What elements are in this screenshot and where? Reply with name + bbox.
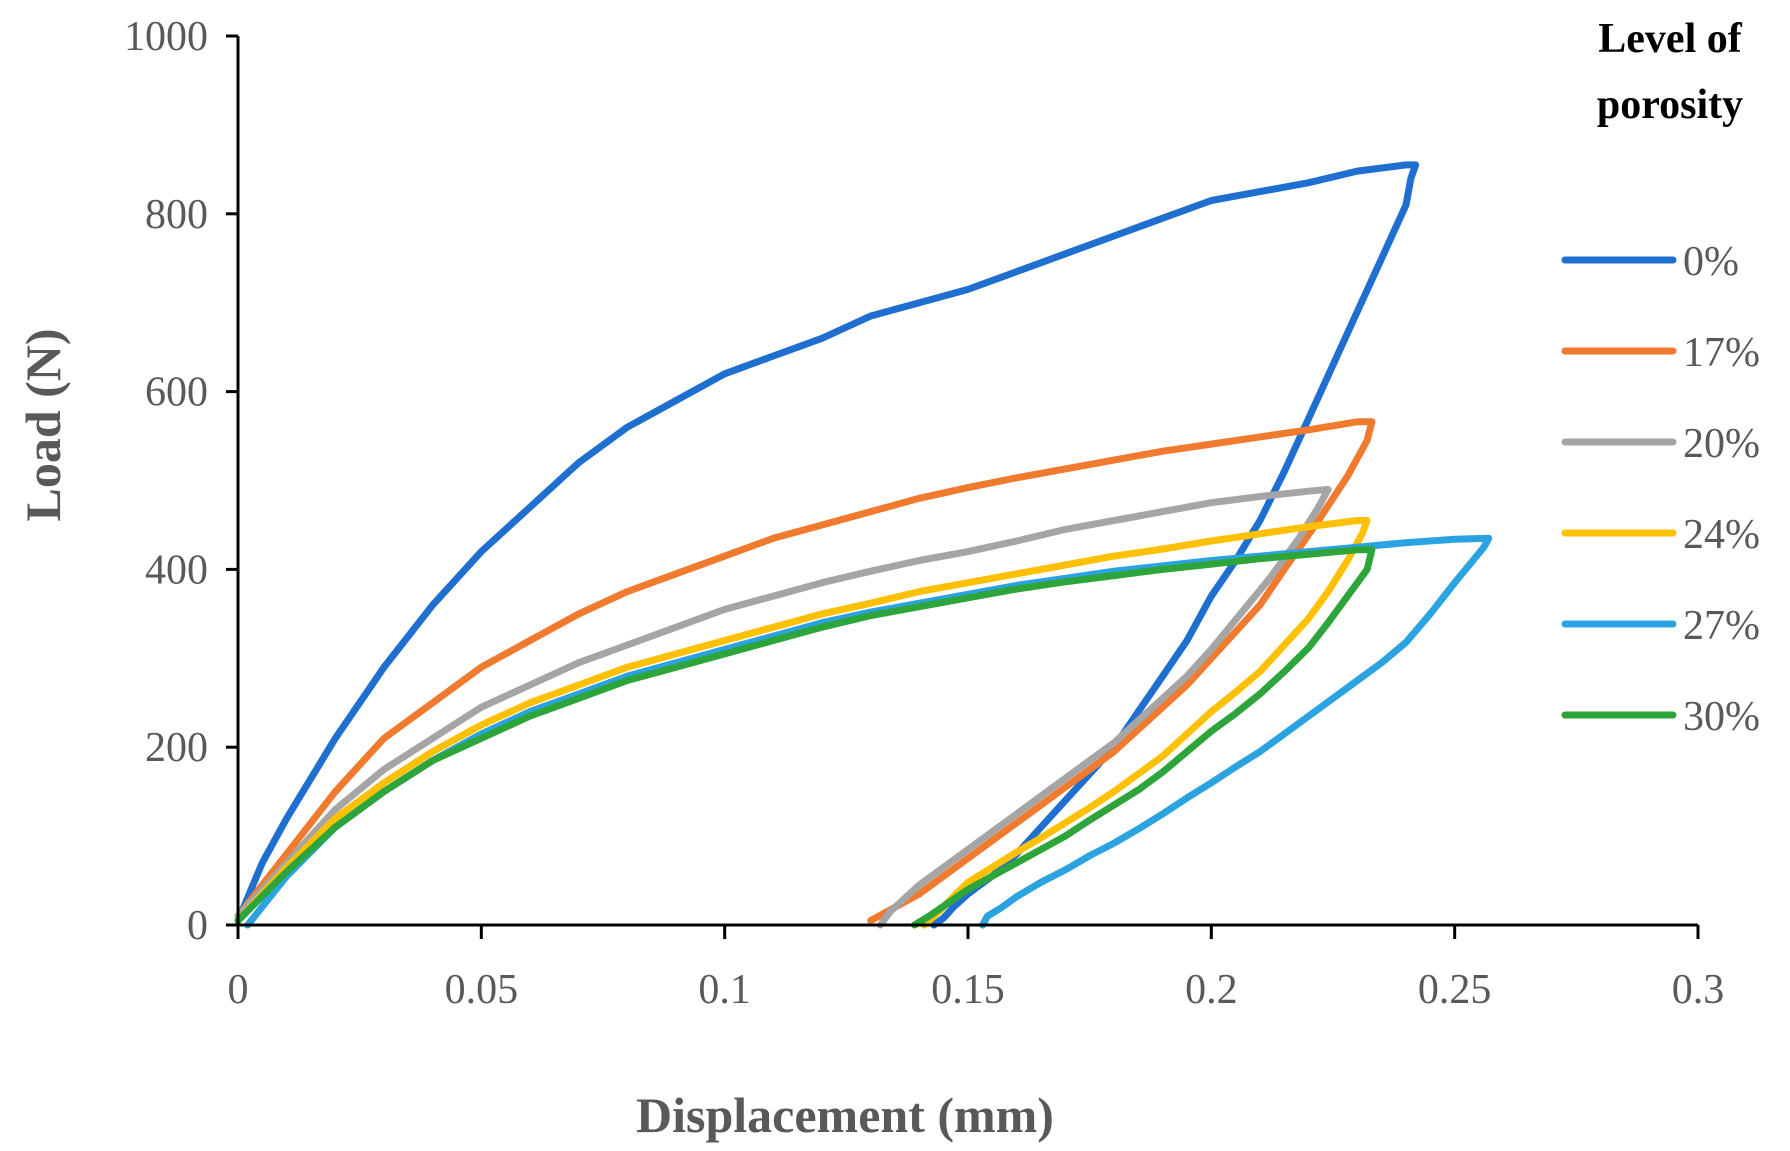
series-layer bbox=[234, 161, 1493, 929]
legend-title-line-2: porosity bbox=[1597, 82, 1743, 128]
x-tick-label: 0.3 bbox=[1672, 967, 1725, 1013]
legend-label: 17% bbox=[1683, 330, 1760, 376]
legend: Level of porosity 0% 17% 20% 24% 27% 30% bbox=[1561, 16, 1760, 740]
x-tick-label: 0.25 bbox=[1418, 967, 1492, 1013]
x-tick-label: 0.15 bbox=[931, 967, 1005, 1013]
y-tick-label: 400 bbox=[145, 547, 208, 593]
legend-label: 20% bbox=[1683, 421, 1760, 467]
y-tick-label: 800 bbox=[145, 192, 208, 238]
series-line-0-percent bbox=[234, 161, 1420, 929]
x-tick-label: 0.05 bbox=[445, 967, 519, 1013]
y-tick-label: 200 bbox=[145, 725, 208, 771]
legend-label: 27% bbox=[1683, 603, 1760, 649]
legend-label: 24% bbox=[1683, 512, 1760, 558]
x-tick-label: 0.1 bbox=[698, 967, 751, 1013]
y-axis-title: Load (N) bbox=[15, 328, 71, 521]
legend-label: 0% bbox=[1683, 239, 1739, 285]
axes-layer: 0 200 400 600 800 1000 0 0.05 0.1 0.15 0.2 0.25 0.3 bbox=[124, 14, 1724, 1013]
legend-label: 30% bbox=[1683, 694, 1760, 740]
series-line-27-percent bbox=[244, 534, 1493, 929]
series-line-17-percent bbox=[234, 418, 1376, 925]
x-tick-label: 0 bbox=[228, 967, 249, 1013]
legend-title-line-1: Level of bbox=[1598, 16, 1742, 62]
series-line-24-percent bbox=[234, 517, 1371, 929]
y-tick-label: 0 bbox=[187, 903, 208, 949]
y-tick-label: 600 bbox=[145, 370, 208, 416]
x-axis-title: Displacement (mm) bbox=[636, 1087, 1054, 1143]
y-tick-label: 1000 bbox=[124, 14, 208, 60]
x-tick-label: 0.2 bbox=[1185, 967, 1238, 1013]
series-line-30-percent bbox=[234, 546, 1376, 929]
series-line-20-percent bbox=[234, 485, 1332, 929]
